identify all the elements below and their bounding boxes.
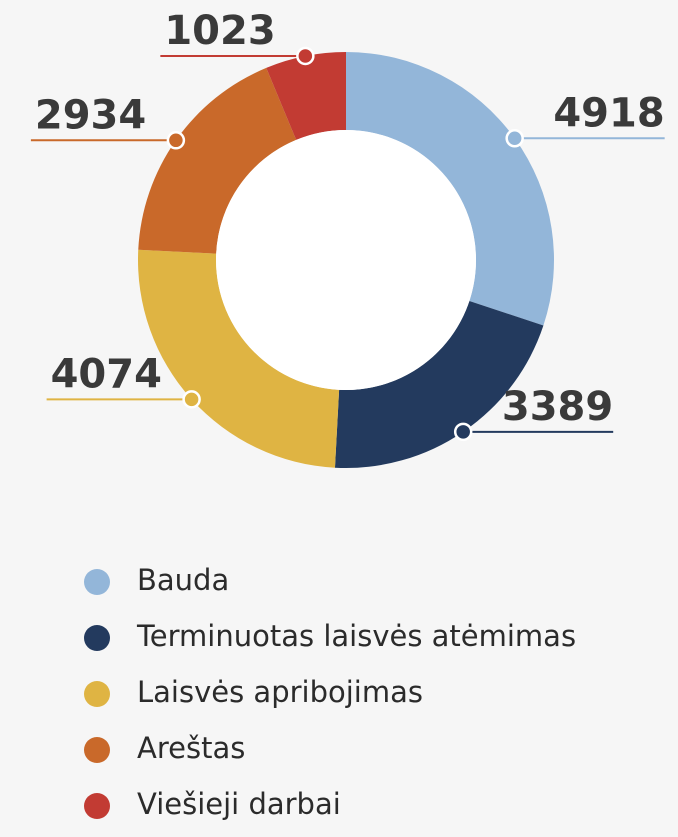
leader-dot bbox=[182, 390, 201, 409]
legend-swatch bbox=[84, 625, 110, 651]
data-label: 3389 bbox=[502, 384, 613, 430]
leader-dot bbox=[453, 422, 473, 442]
legend-label: Laisvės apribojimas bbox=[137, 675, 423, 709]
donut-hole bbox=[216, 130, 476, 390]
donut-segment bbox=[138, 67, 297, 254]
leader-dot bbox=[505, 129, 524, 148]
legend-label: Terminuotas laisvės atėmimas bbox=[136, 619, 576, 653]
legend-swatch bbox=[84, 569, 110, 595]
legend-label: Viešieji darbai bbox=[137, 787, 341, 821]
legend-swatch bbox=[84, 793, 110, 819]
leader-dot bbox=[296, 46, 315, 66]
legend-label: Areštas bbox=[137, 731, 245, 765]
leader-dot bbox=[166, 131, 186, 150]
donut-segment bbox=[346, 52, 554, 326]
data-label: 4918 bbox=[553, 90, 664, 136]
legend-label: Bauda bbox=[137, 563, 229, 597]
donut-segment bbox=[138, 249, 340, 468]
data-label: 4074 bbox=[51, 351, 162, 397]
donut-segment bbox=[334, 300, 544, 468]
legend-swatch bbox=[84, 681, 110, 707]
data-label: 1023 bbox=[164, 8, 275, 54]
legend-swatch bbox=[84, 737, 110, 763]
data-label: 2934 bbox=[35, 92, 146, 138]
donut-segment bbox=[266, 52, 346, 140]
